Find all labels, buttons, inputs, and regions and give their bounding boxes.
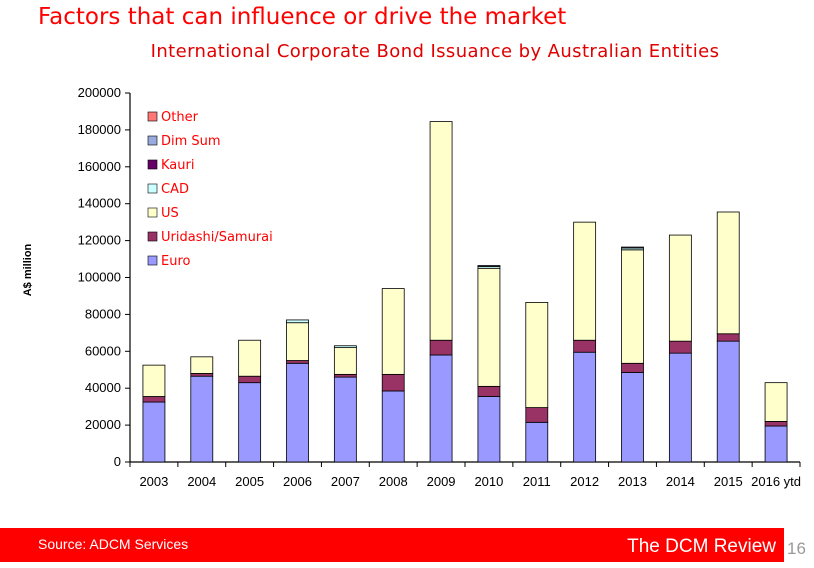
bar-us-2009 bbox=[429, 121, 453, 341]
bar-uridashi-samurai-2016-ytd bbox=[764, 421, 788, 427]
bar-uridashi-samurai-2008 bbox=[381, 373, 405, 392]
x-tick-label: 2013 bbox=[618, 474, 647, 489]
x-tick-label: 2016 ytd bbox=[751, 474, 801, 489]
bar-us-2005 bbox=[238, 339, 262, 377]
x-tick-label: 2009 bbox=[427, 474, 456, 489]
x-tick-label: 2005 bbox=[235, 474, 264, 489]
legend: Other Dim Sum Kauri CAD US Uridashi/Samurai Eu… bbox=[147, 110, 273, 269]
bar-us-2013 bbox=[621, 249, 644, 364]
bar-euro-2015 bbox=[716, 340, 740, 463]
bar-euro-2011 bbox=[525, 421, 549, 463]
bar-cad-2006 bbox=[286, 319, 309, 324]
bar-euro-2004 bbox=[190, 375, 214, 463]
legend-swatch-euro bbox=[147, 255, 158, 266]
legend-swatch-uridashi-samurai bbox=[147, 231, 158, 242]
bar-uridashi-samurai-2011 bbox=[525, 407, 549, 423]
bar-euro-2005 bbox=[238, 382, 262, 463]
bar-uridashi-samurai-2005 bbox=[238, 375, 262, 384]
bar-us-2006 bbox=[286, 322, 309, 361]
y-tick-label: 20000 bbox=[85, 417, 121, 432]
y-tick-label: 120000 bbox=[78, 233, 121, 248]
x-tick-label: 2004 bbox=[187, 474, 216, 489]
bar-us-2007 bbox=[333, 347, 357, 375]
x-tick-label: 2006 bbox=[283, 474, 312, 489]
brand-text: The DCM Review bbox=[627, 536, 776, 557]
legend-label-euro: Euro bbox=[161, 254, 191, 269]
legend-label-cad: CAD bbox=[161, 182, 189, 197]
y-tick-label: 140000 bbox=[78, 196, 121, 211]
bar-euro-2007 bbox=[333, 376, 357, 463]
bar-euro-2016-ytd bbox=[764, 425, 788, 463]
source-text: Source: ADCM Services bbox=[38, 536, 189, 552]
bar-uridashi-samurai-2003 bbox=[142, 396, 166, 403]
x-tick-label: 2014 bbox=[666, 474, 695, 489]
y-tick-label: 200000 bbox=[78, 85, 121, 100]
bar-uridashi-samurai-2013 bbox=[621, 362, 644, 373]
bar-euro-2008 bbox=[381, 390, 405, 463]
bar-euro-2003 bbox=[142, 401, 166, 463]
x-tick-label: 2015 bbox=[714, 474, 743, 489]
bar-us-2003 bbox=[142, 364, 166, 397]
x-tick-label: 2003 bbox=[139, 474, 168, 489]
bar-us-2008 bbox=[381, 288, 405, 375]
legend-label-kauri: Kauri bbox=[161, 158, 194, 173]
bar-euro-2006 bbox=[286, 362, 309, 463]
y-tick-label: 80000 bbox=[85, 306, 121, 321]
y-tick-label: 40000 bbox=[85, 380, 121, 395]
bar-euro-2012 bbox=[573, 351, 597, 463]
legend-label-other: Other bbox=[161, 110, 199, 125]
bar-euro-2013 bbox=[621, 372, 644, 463]
bar-us-2015 bbox=[716, 211, 740, 335]
slide-title: Factors that can influence or drive the … bbox=[38, 4, 567, 30]
bar-us-2004 bbox=[190, 356, 214, 374]
bar-uridashi-samurai-2015 bbox=[716, 333, 740, 342]
bar-uridashi-samurai-2014 bbox=[668, 340, 692, 354]
y-tick-label: 180000 bbox=[78, 122, 121, 137]
bond-issuance-chart: 0 20000 40000 60000 80000 100000 120000 140000 1… bbox=[78, 85, 801, 489]
bar-euro-2014 bbox=[668, 352, 692, 463]
legend-label-us: US bbox=[161, 206, 179, 221]
y-tick-label: 160000 bbox=[78, 159, 121, 174]
legend-label-uridashi-samurai: Uridashi/Samurai bbox=[161, 230, 273, 245]
y-tick-label: 0 bbox=[114, 454, 121, 469]
bar-uridashi-samurai-2006 bbox=[286, 360, 309, 364]
bar-us-2012 bbox=[573, 221, 597, 341]
axes: 0 20000 40000 60000 80000 100000 120000 140000 1… bbox=[78, 85, 801, 489]
legend-swatch-other bbox=[147, 111, 158, 122]
bar-euro-2010 bbox=[477, 396, 501, 463]
y-tick-label: 60000 bbox=[85, 343, 121, 358]
legend-swatch-cad bbox=[147, 183, 158, 194]
bar-uridashi-samurai-2009 bbox=[429, 339, 453, 356]
bar-uridashi-samurai-2012 bbox=[573, 339, 597, 353]
bar-stacks bbox=[142, 121, 788, 463]
chart-title: International Corporate Bond Issuance by… bbox=[150, 41, 720, 62]
x-tick-label: 2010 bbox=[474, 474, 503, 489]
bar-cad-2007 bbox=[333, 345, 357, 349]
x-tick-label: 2008 bbox=[379, 474, 408, 489]
x-tick-label: 2011 bbox=[523, 474, 551, 489]
bar-us-2014 bbox=[668, 234, 692, 342]
page-number: 16 bbox=[787, 539, 806, 558]
legend-swatch-us bbox=[147, 207, 158, 218]
legend-swatch-kauri bbox=[147, 159, 158, 170]
bar-uridashi-samurai-2007 bbox=[333, 373, 357, 378]
bar-us-2011 bbox=[525, 302, 549, 408]
bar-euro-2009 bbox=[429, 354, 453, 463]
legend-label-dim-sum: Dim Sum bbox=[161, 134, 221, 149]
y-tick-label: 100000 bbox=[78, 270, 121, 285]
x-tick-label: 2012 bbox=[570, 474, 599, 489]
bar-uridashi-samurai-2004 bbox=[190, 373, 214, 377]
x-tick-label: 2007 bbox=[331, 474, 360, 489]
legend-swatch-dim-sum bbox=[147, 135, 158, 146]
bar-us-2010 bbox=[477, 267, 501, 387]
bar-dim-sum-2013 bbox=[621, 246, 644, 249]
footer-bar bbox=[0, 528, 784, 562]
bar-dim-sum-2010 bbox=[477, 265, 501, 267]
bar-us-2016-ytd bbox=[764, 382, 788, 422]
bar-uridashi-samurai-2010 bbox=[477, 385, 501, 397]
